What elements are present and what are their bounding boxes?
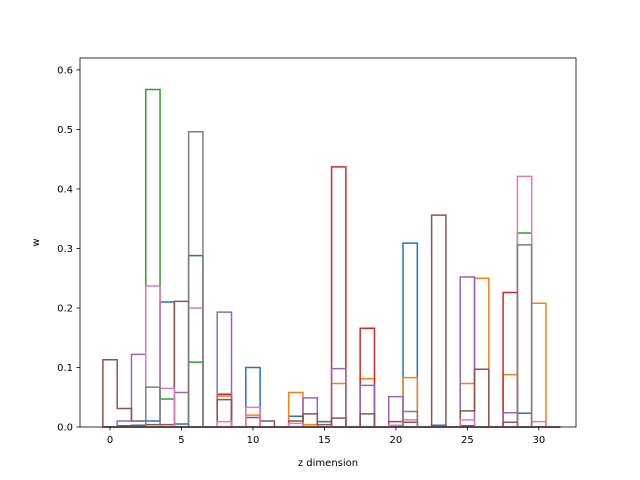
x-tick-label: 25: [461, 435, 474, 446]
series-6: [102, 214, 561, 428]
x-tick-label: 0: [107, 435, 113, 446]
y-tick-label: 0.2: [57, 303, 73, 314]
y-tick-label: 0.3: [57, 244, 73, 255]
plot-area: [80, 58, 576, 427]
y-tick-label: 0.5: [57, 125, 73, 136]
x-tick-label: 10: [247, 435, 260, 446]
x-tick-label: 30: [532, 435, 545, 446]
x-tick-label: 20: [390, 435, 403, 446]
series-6-outline: [102, 214, 561, 428]
y-tick-label: 0.4: [57, 184, 73, 195]
y-tick-label: 0.1: [57, 363, 73, 374]
y-axis-label: w: [31, 238, 42, 246]
x-ticks: 0 5 10 15 20 25 30: [107, 427, 545, 446]
y-tick-label: 0.6: [57, 65, 73, 76]
x-tick-label: 5: [178, 435, 184, 446]
axes-frame: [79, 57, 577, 428]
x-axis-label: z dimension: [298, 458, 358, 469]
x-tick-label: 15: [318, 435, 331, 446]
y-tick-label: 0.0: [57, 423, 73, 434]
y-ticks: 0.0 0.1 0.2 0.3 0.4 0.5 0.6: [57, 65, 80, 434]
